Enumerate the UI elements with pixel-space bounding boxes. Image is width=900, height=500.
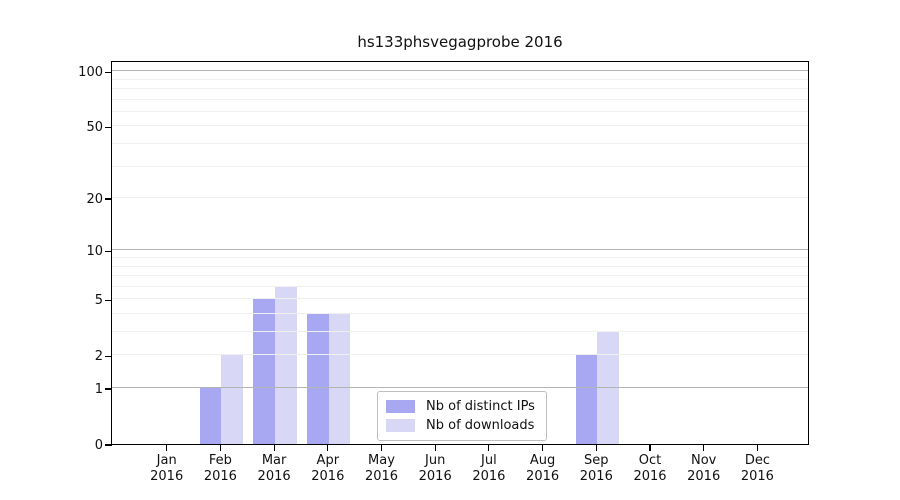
gridline-y-10	[112, 249, 808, 251]
y-tick-5	[105, 299, 112, 301]
y-tick-label-100: 100	[78, 64, 103, 80]
x-tick-feb	[219, 445, 221, 451]
gridline-y-2	[112, 354, 808, 356]
x-tick-jul	[488, 445, 490, 451]
gridline-y-90	[112, 78, 808, 80]
x-tick-label-jan: Jan 2016	[150, 453, 184, 484]
y-tick-1	[105, 388, 112, 390]
legend-item-distinct-ips: Nb of distinct IPs	[378, 397, 546, 415]
y-tick-10	[105, 250, 112, 252]
gridline-y-5	[112, 298, 808, 300]
x-tick-may	[380, 445, 383, 451]
gridline-y-9	[112, 257, 808, 258]
gridline-y-4	[112, 313, 808, 314]
y-tick-label-2: 2	[94, 348, 103, 364]
x-tick-mar	[273, 445, 275, 451]
y-tick-50	[105, 126, 112, 128]
y-tick-label-1: 1	[94, 381, 103, 397]
x-tick-label-may: May 2016	[364, 453, 399, 484]
x-tick-label-aug: Aug 2016	[526, 453, 560, 484]
bar-mar-downloads	[275, 286, 297, 444]
legend-swatch-downloads	[386, 418, 415, 432]
gridline-y-1	[112, 387, 808, 389]
gridline-y-50	[112, 125, 808, 127]
x-tick-sep	[595, 445, 597, 451]
y-tick-label-10: 10	[86, 243, 103, 259]
bar-mar-distinct-ips	[253, 299, 276, 444]
gridline-y-60	[112, 110, 808, 112]
x-tick-jun	[434, 445, 436, 451]
gridline-y-3	[112, 331, 808, 333]
plot-area	[111, 61, 809, 445]
y-tick-label-50: 50	[86, 119, 103, 135]
legend-item-downloads: Nb of downloads	[378, 416, 546, 434]
bar-feb-distinct-ips	[199, 388, 222, 444]
x-tick-nov	[703, 445, 705, 451]
y-tick-100	[105, 71, 112, 73]
legend-label-downloads: Nb of downloads	[426, 417, 535, 433]
x-tick-label-nov: Nov 2016	[687, 453, 721, 484]
x-tick-label-dec: Dec 2016	[740, 453, 774, 484]
gridline-y-70	[112, 98, 808, 100]
bar-feb-downloads	[221, 355, 244, 444]
x-tick-aug	[542, 445, 544, 451]
x-tick-oct	[649, 445, 651, 451]
legend: Nb of distinct IPs Nb of downloads	[377, 391, 547, 441]
gridline-y-80	[112, 88, 808, 90]
gridline-y-7	[112, 275, 808, 277]
y-tick-2	[105, 355, 112, 357]
y-tick-label-5: 5	[94, 292, 103, 308]
x-tick-apr	[327, 445, 329, 451]
gridline-y-40	[112, 143, 808, 145]
bar-apr-distinct-ips	[307, 314, 329, 444]
x-tick-label-jul: Jul 2016	[472, 453, 506, 484]
y-tick-20	[105, 198, 112, 200]
gridline-y-20	[112, 197, 808, 199]
y-tick-label-0: 0	[94, 437, 103, 453]
y-tick-label-20: 20	[86, 191, 103, 207]
gridline-y-6	[112, 285, 808, 287]
legend-label-distinct-ips: Nb of distinct IPs	[426, 398, 535, 414]
x-tick-label-feb: Feb 2016	[203, 453, 237, 484]
chart-title: hs133phsvegagprobe 2016	[357, 33, 563, 51]
x-tick-label-jun: Jun 2016	[418, 453, 452, 484]
x-tick-label-apr: Apr 2016	[311, 453, 345, 484]
gridline-y-30	[112, 165, 808, 167]
legend-swatch-distinct-ips	[386, 399, 415, 413]
x-tick-jan	[166, 445, 168, 451]
bar-sep-distinct-ips	[575, 355, 598, 444]
x-tick-label-oct: Oct 2016	[633, 453, 667, 484]
y-tick-0	[105, 444, 112, 446]
x-tick-label-mar: Mar 2016	[257, 453, 291, 484]
x-tick-label-sep: Sep 2016	[579, 453, 613, 484]
gridline-y-8	[112, 265, 808, 267]
bar-apr-downloads	[328, 314, 351, 444]
gridline-y-100	[112, 70, 808, 72]
x-tick-dec	[756, 445, 758, 451]
